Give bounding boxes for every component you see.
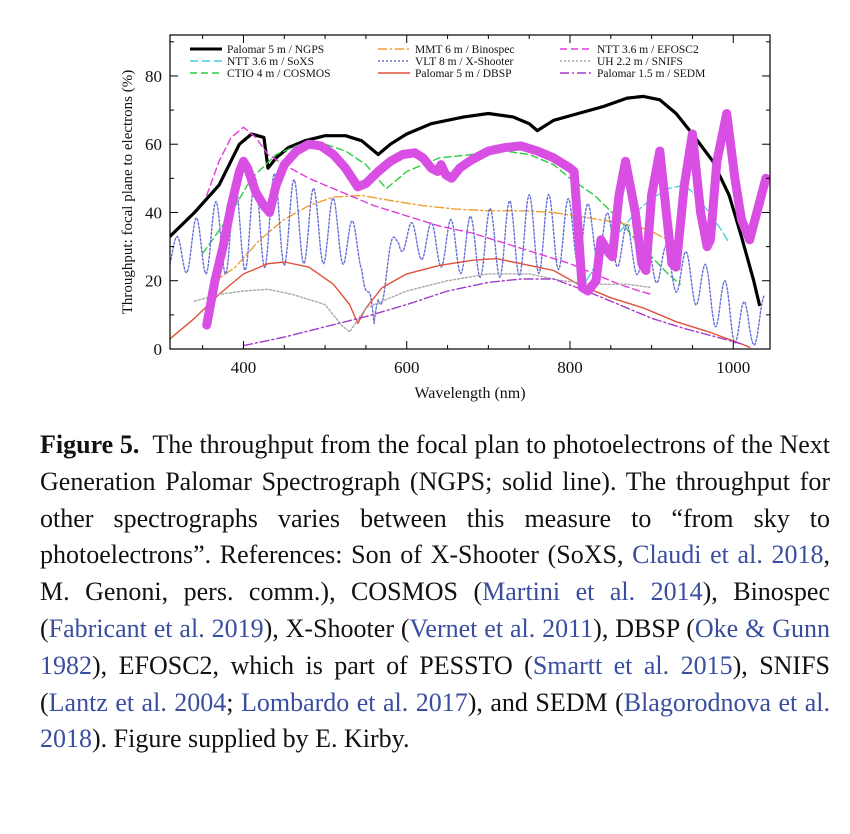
y-tick-label: 60 [145, 135, 162, 154]
reference-link[interactable]: Claudi et al. 2018 [632, 540, 824, 570]
x-axis-label: Wavelength (nm) [414, 385, 525, 402]
series-line-ntt-3-6-m-efosc2 [206, 126, 653, 296]
reference-link[interactable]: Lombardo et al. 2017 [241, 687, 468, 717]
series-line-palomar-1-5-m-sedm [242, 278, 743, 347]
legend-label-ctio-4-m-cosmos: CTIO 4 m / COSMOS [227, 68, 331, 80]
reference-link[interactable]: Fabricant et al. 2019 [48, 613, 264, 643]
reference-link[interactable]: Smartt et al. 2015 [532, 650, 733, 680]
y-axis-label: Throughput: focal plane to electrons (%) [120, 70, 136, 315]
legend-label-ntt-3-6-m-efosc2: NTT 3.6 m / EFOSC2 [597, 44, 699, 56]
series-line-palomar-5-m-dbsp [170, 257, 751, 348]
y-tick-label: 0 [154, 340, 163, 359]
y-tick-label: 20 [145, 272, 162, 291]
throughput-chart: 400 600 800 1000 0 20 40 60 80 Palomar 5 m / NGP… [120, 34, 771, 402]
figure-label: Figure 5. [40, 430, 140, 459]
x-tick-label: 400 [231, 358, 257, 377]
series-line-ctio-4-m-cosmos [202, 143, 681, 285]
y-tick-label: 80 [145, 67, 162, 86]
y-tick-label: 40 [145, 203, 162, 222]
legend-label-uh-2-2-m-snifs: UH 2.2 m / SNIFS [597, 56, 683, 68]
reference-link[interactable]: Blagorodnova et al. 2018 [40, 687, 830, 754]
series-line-uh-2-2-m-snifs [193, 273, 653, 333]
legend-label-palomar-5-m-ngps: Palomar 5 m / NGPS [227, 44, 324, 56]
axes: 400 600 800 1000 0 20 40 60 80 [145, 35, 770, 377]
legend-label-palomar-1-5-m-sedm: Palomar 1.5 m / SEDM [597, 68, 705, 80]
x-tick-label: 800 [557, 358, 583, 377]
series-line-highlight-9 [202, 109, 770, 330]
reference-link[interactable]: Vernet et al. 2011 [409, 613, 594, 643]
x-tick-label: 600 [394, 358, 420, 377]
legend-label-palomar-5-m-dbsp: Palomar 5 m / DBSP [415, 68, 511, 80]
x-tick-label: 1000 [716, 358, 750, 377]
plot-frame [169, 34, 771, 350]
reference-link[interactable]: Martini et al. 2014 [482, 577, 703, 607]
reference-link[interactable]: Lantz et al. 2004 [48, 687, 227, 717]
plot-area [170, 94, 770, 348]
caption-text: The throughput from the focal plan to ph… [40, 430, 831, 754]
legend-label-mmt-6-m-binospec: MMT 6 m / Binospec [415, 44, 514, 56]
legend-label-ntt-3-6-m-soxs: NTT 3.6 m / SoXS [227, 56, 314, 68]
figure-caption: Figure 5. The throughput from the focal p… [40, 427, 830, 758]
series-line-palomar-5-m-ngps [170, 94, 761, 307]
legend-label-vlt-8-m-x-shooter: VLT 8 m / X-Shooter [415, 56, 514, 68]
reference-link[interactable]: Oke & Gunn 1982 [40, 613, 830, 680]
